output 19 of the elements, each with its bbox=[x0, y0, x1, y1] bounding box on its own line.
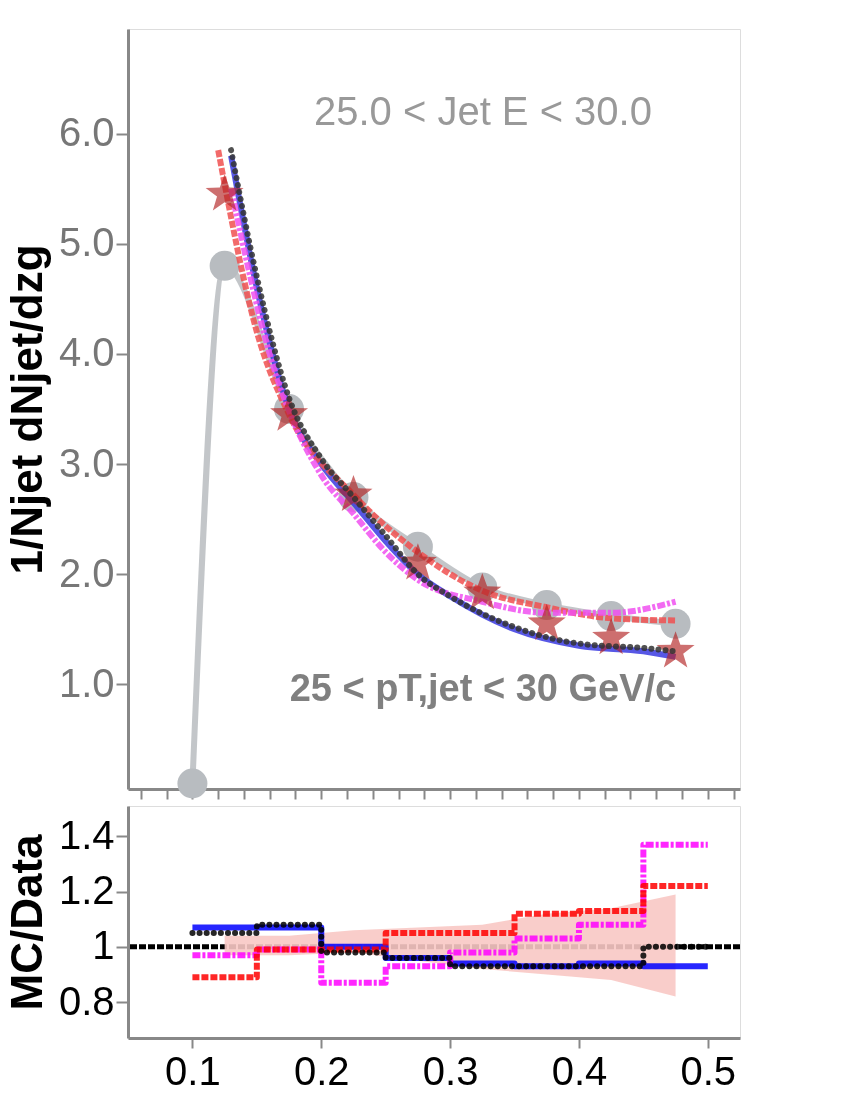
y-axis-title: 1/Njet dNjet/dzg bbox=[1, 244, 51, 575]
y-tick-label: 1.2 bbox=[58, 868, 115, 913]
y-tick-label: 6.0 bbox=[58, 110, 115, 155]
x-tick-label: 0.4 bbox=[551, 1048, 608, 1093]
x-tick-label: 0.3 bbox=[422, 1048, 479, 1093]
y-tick-label: 3.0 bbox=[58, 440, 115, 485]
y-tick-label: 1.0 bbox=[58, 660, 115, 705]
annotation: 25.0 < Jet E < 30.0 bbox=[313, 88, 652, 133]
y-tick-label: 0.8 bbox=[58, 978, 115, 1023]
x-tick-label: 0.2 bbox=[293, 1048, 350, 1093]
y-tick-label: 1 bbox=[92, 923, 115, 968]
y-tick-label: 2.0 bbox=[58, 550, 115, 595]
y-tick-label: 5.0 bbox=[58, 220, 115, 265]
y-tick-label: 1.4 bbox=[58, 812, 115, 857]
y-tick-label: 4.0 bbox=[58, 330, 115, 375]
annotation: 25 < pT,jet < 30 GeV/c bbox=[289, 667, 677, 710]
x-tick-label: 0.5 bbox=[680, 1048, 737, 1093]
x-tick-label: 0.1 bbox=[165, 1048, 221, 1093]
y-axis-title: MC/Data bbox=[1, 833, 51, 1011]
